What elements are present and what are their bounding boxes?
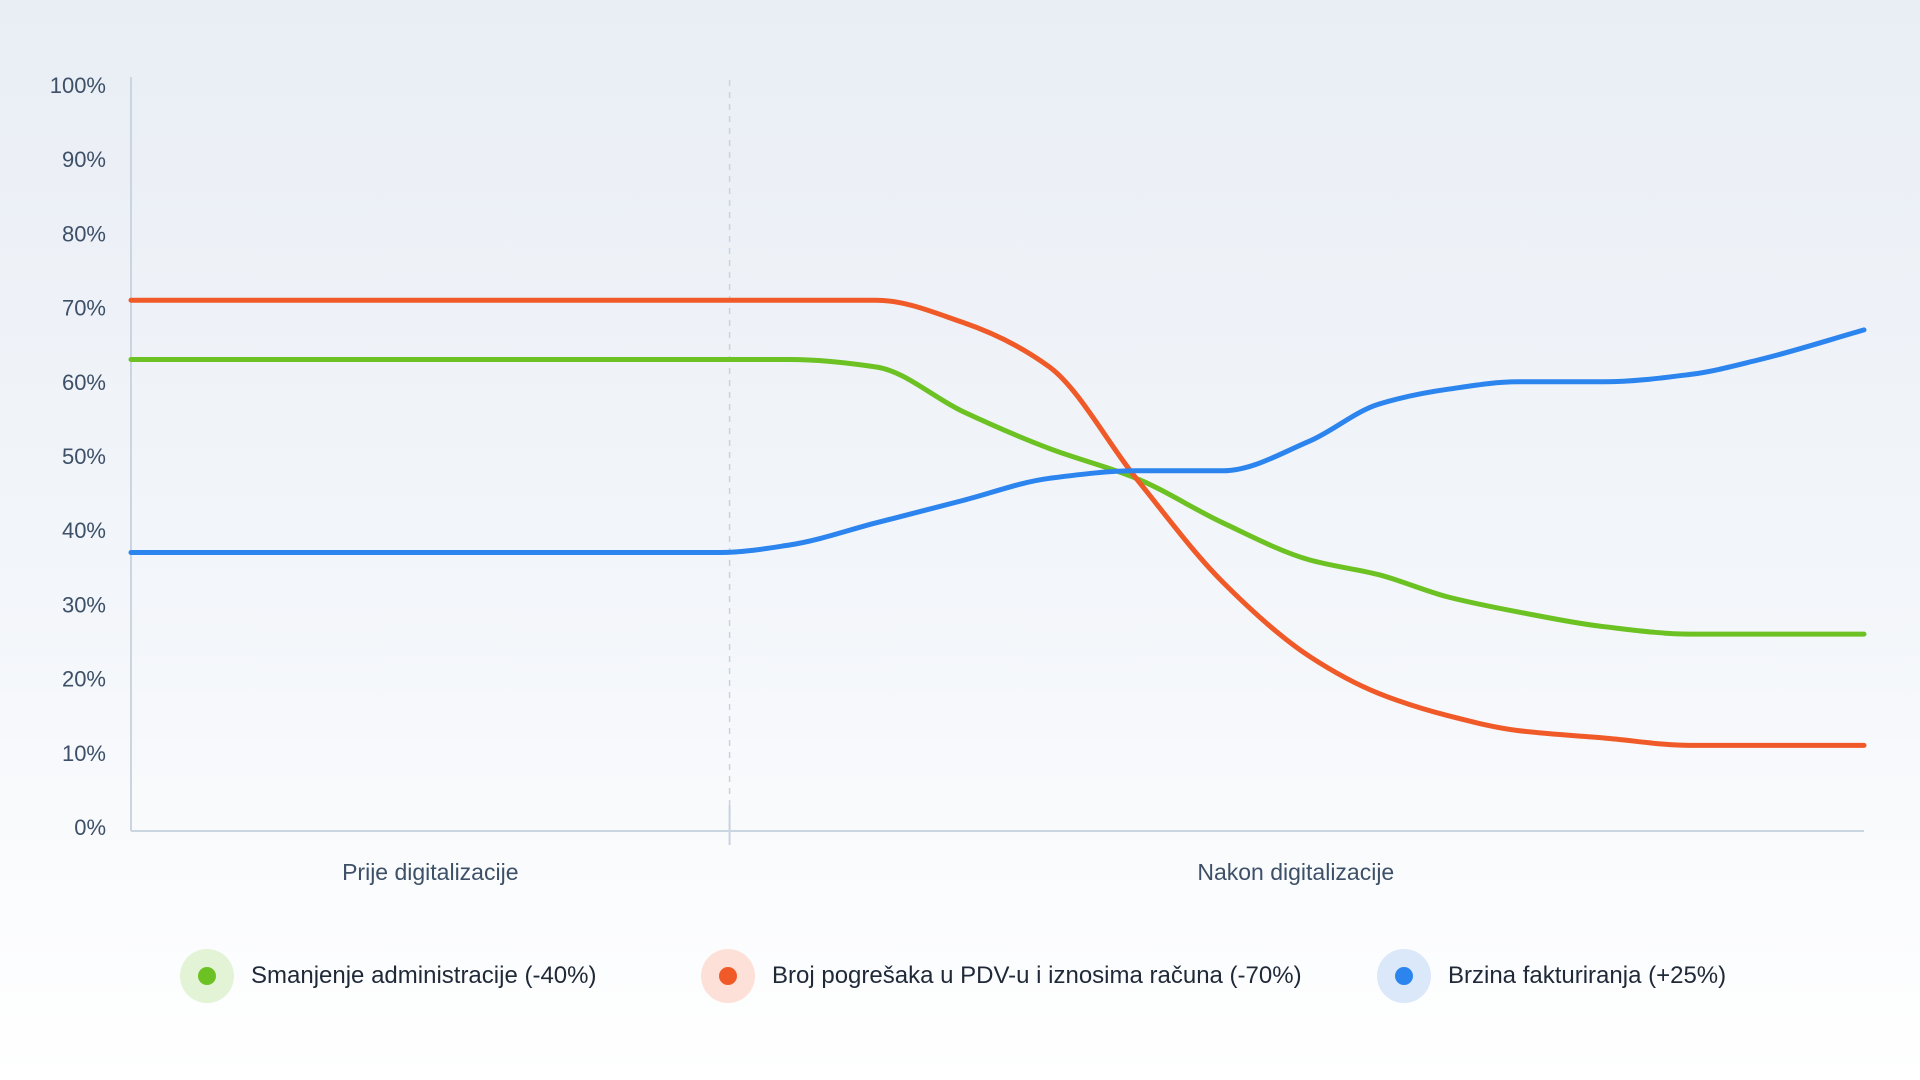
y-tick-label: 60%	[62, 370, 106, 395]
x-category-label: Nakon digitalizacije	[1197, 859, 1394, 885]
legend-dot-icon	[198, 967, 216, 985]
series-line-administracija	[128, 356, 1867, 637]
y-tick-label: 50%	[62, 444, 106, 469]
y-tick-label: 80%	[62, 221, 106, 246]
y-tick-label: 10%	[62, 741, 106, 766]
legend-dot-icon	[719, 967, 737, 985]
y-tick-label: 30%	[62, 592, 106, 617]
legend-dot-icon	[1395, 967, 1413, 985]
legend-item-brzina: Brzina fakturiranja (+25%)	[1377, 948, 1726, 1004]
legend-swatch	[180, 949, 234, 1003]
legend-item-pogreske: Broj pogrešaka u PDV-u i iznosima računa…	[701, 948, 1302, 1004]
y-tick-label: 100%	[50, 73, 106, 98]
y-tick-label: 90%	[62, 147, 106, 172]
legend-label: Smanjenje administracije (-40%)	[251, 962, 597, 989]
y-tick-label: 20%	[62, 667, 106, 692]
legend-swatch	[1377, 949, 1431, 1003]
series-line-brzina	[128, 327, 1867, 556]
legend-label: Brzina fakturiranja (+25%)	[1448, 962, 1727, 989]
y-tick-label: 70%	[62, 296, 106, 321]
y-tick-label: 0%	[74, 815, 106, 840]
x-category-label: Prije digitalizacije	[342, 859, 518, 885]
legend-item-administracija: Smanjenje administracije (-40%)	[180, 948, 596, 1004]
series-line-pogreske	[128, 297, 1867, 748]
legend-label: Broj pogrešaka u PDV-u i iznosima računa…	[772, 962, 1302, 989]
y-tick-label: 40%	[62, 518, 106, 543]
legend: Smanjenje administracije (-40%) Broj pog…	[0, 948, 1920, 1004]
legend-swatch	[701, 949, 755, 1003]
